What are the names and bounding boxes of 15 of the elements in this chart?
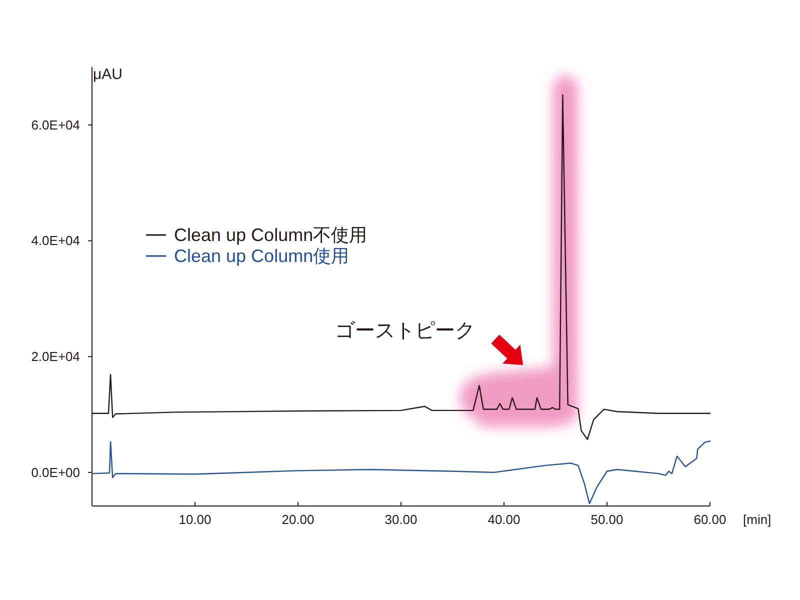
x-tick-label: 30.00: [384, 512, 418, 527]
x-tick-label: 10.00: [178, 512, 212, 527]
x-tick-label: 20.00: [282, 512, 314, 527]
legend-label: Clean up Column不使用: [174, 225, 368, 245]
legend-label: Clean up Column使用: [174, 246, 350, 266]
x-tick-label: 50.00: [590, 512, 624, 527]
x-tick-label: 60.00: [694, 512, 726, 527]
y-tick-label: 4.0E+04: [31, 233, 80, 248]
y-axis-title: μAU: [93, 66, 122, 83]
y-tick-label: 0.0E+00: [31, 464, 80, 480]
y-tick-label: 2.0E+04: [31, 349, 80, 364]
annotation: ゴーストピーク: [335, 318, 475, 342]
x-tick-label: 40.00: [488, 512, 520, 527]
x-axis-title: [min]: [743, 512, 772, 527]
y-tick-label: 6.0E+04: [31, 117, 80, 132]
